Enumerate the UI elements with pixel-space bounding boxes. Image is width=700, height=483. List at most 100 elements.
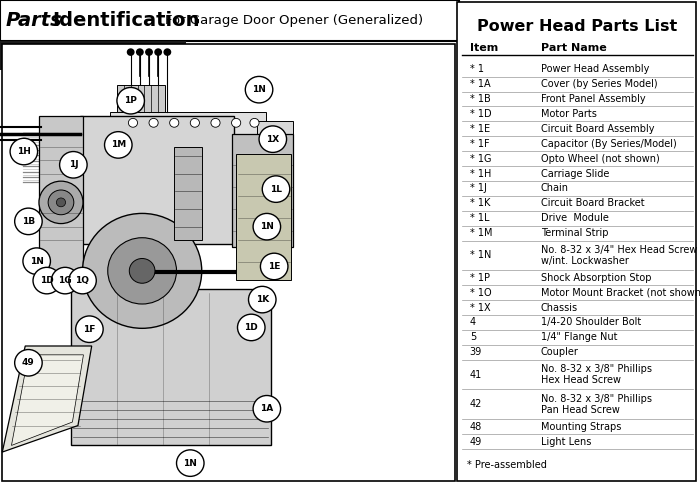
Circle shape xyxy=(169,118,178,127)
Polygon shape xyxy=(2,346,92,452)
Text: * 1O: * 1O xyxy=(470,288,491,298)
Circle shape xyxy=(69,267,97,294)
Text: * 1A: * 1A xyxy=(470,79,490,89)
Text: 1M: 1M xyxy=(111,141,126,149)
Polygon shape xyxy=(71,288,270,445)
Text: 1N: 1N xyxy=(252,85,266,94)
Text: 5: 5 xyxy=(470,332,476,342)
Text: 1N: 1N xyxy=(29,256,43,266)
Text: * 1N: * 1N xyxy=(470,250,491,260)
Text: 39: 39 xyxy=(470,347,482,357)
Text: 1Q: 1Q xyxy=(76,276,90,285)
Circle shape xyxy=(211,118,220,127)
Text: 1G: 1G xyxy=(58,276,72,285)
Circle shape xyxy=(262,176,290,202)
Text: Terminal Strip: Terminal Strip xyxy=(540,228,608,238)
Text: 1B: 1B xyxy=(22,217,35,226)
Text: Power Head: Power Head xyxy=(13,48,116,63)
Circle shape xyxy=(237,314,265,341)
Circle shape xyxy=(136,49,143,55)
Circle shape xyxy=(117,87,144,114)
Text: For Garage Door Opener (Generalized): For Garage Door Opener (Generalized) xyxy=(165,14,424,27)
Circle shape xyxy=(104,132,132,158)
Text: Parts: Parts xyxy=(6,11,62,30)
Text: Item: Item xyxy=(470,43,498,53)
Text: Capacitor (By Series/Model): Capacitor (By Series/Model) xyxy=(540,139,676,149)
Circle shape xyxy=(23,248,50,274)
Text: Coupler: Coupler xyxy=(540,347,579,357)
Text: 4: 4 xyxy=(470,317,476,327)
Circle shape xyxy=(155,49,162,55)
FancyBboxPatch shape xyxy=(0,0,458,41)
Text: Front Panel Assembly: Front Panel Assembly xyxy=(540,94,645,104)
FancyBboxPatch shape xyxy=(458,2,696,481)
Circle shape xyxy=(248,286,276,313)
Circle shape xyxy=(127,49,134,55)
Text: * 1G: * 1G xyxy=(470,154,491,164)
Circle shape xyxy=(259,126,286,153)
Text: 1H: 1H xyxy=(17,147,31,156)
Text: * 1F: * 1F xyxy=(470,139,489,149)
Text: 1J: 1J xyxy=(69,160,78,170)
Text: 1D: 1D xyxy=(244,323,258,332)
Text: 1N: 1N xyxy=(260,222,274,231)
Text: * 1H: * 1H xyxy=(470,169,491,179)
Circle shape xyxy=(253,213,281,240)
Text: Mounting Straps: Mounting Straps xyxy=(540,422,621,432)
Text: Power Head Parts List: Power Head Parts List xyxy=(477,19,678,34)
Text: 41: 41 xyxy=(470,369,482,380)
Text: Circuit Board Bracket: Circuit Board Bracket xyxy=(540,199,645,208)
Polygon shape xyxy=(232,134,293,246)
Circle shape xyxy=(146,49,152,55)
Text: 48: 48 xyxy=(470,422,482,432)
Text: * 1J: * 1J xyxy=(470,184,486,193)
Text: 1E: 1E xyxy=(268,262,281,271)
FancyBboxPatch shape xyxy=(0,41,186,70)
Circle shape xyxy=(108,238,176,304)
Polygon shape xyxy=(117,85,165,112)
Text: Motor Parts: Motor Parts xyxy=(540,109,596,119)
Text: Motor Mount Bracket (not shown): Motor Mount Bracket (not shown) xyxy=(540,288,700,298)
Text: Circuit Board Assembly: Circuit Board Assembly xyxy=(540,124,654,134)
Text: 1A: 1A xyxy=(260,404,274,413)
Text: * 1D: * 1D xyxy=(470,109,491,119)
Circle shape xyxy=(232,118,241,127)
Circle shape xyxy=(176,450,204,476)
Text: Chain: Chain xyxy=(540,184,568,193)
Polygon shape xyxy=(257,121,293,134)
Circle shape xyxy=(260,253,288,280)
Text: No. 8-32 x 3/4" Hex Head Screw
w/int. Lockwasher: No. 8-32 x 3/4" Hex Head Screw w/int. Lo… xyxy=(540,244,697,266)
Text: 1/4" Flange Nut: 1/4" Flange Nut xyxy=(540,332,617,342)
Circle shape xyxy=(76,316,103,342)
Text: 1F: 1F xyxy=(83,325,96,334)
Text: 1N: 1N xyxy=(183,459,197,468)
Text: No. 8-32 x 3/8" Phillips
Hex Head Screw: No. 8-32 x 3/8" Phillips Hex Head Screw xyxy=(540,364,652,385)
FancyBboxPatch shape xyxy=(2,44,455,481)
Polygon shape xyxy=(174,147,202,240)
Text: * Pre-assembled: * Pre-assembled xyxy=(468,460,547,469)
Polygon shape xyxy=(11,355,83,445)
Polygon shape xyxy=(39,116,83,288)
Circle shape xyxy=(130,258,155,283)
Text: 1K: 1K xyxy=(256,295,269,304)
Text: Power Head Assembly: Power Head Assembly xyxy=(540,64,649,74)
Text: 1P: 1P xyxy=(124,96,137,105)
Circle shape xyxy=(149,118,158,127)
Polygon shape xyxy=(80,116,234,244)
Text: 1L: 1L xyxy=(270,185,282,194)
Circle shape xyxy=(83,213,202,328)
Text: Drive  Module: Drive Module xyxy=(540,213,608,223)
Text: Carriage Slide: Carriage Slide xyxy=(540,169,609,179)
Text: Chassis: Chassis xyxy=(540,302,578,313)
Circle shape xyxy=(39,181,83,224)
Circle shape xyxy=(128,118,137,127)
Text: 1X: 1X xyxy=(266,135,279,143)
Text: * 1K: * 1K xyxy=(470,199,490,208)
Polygon shape xyxy=(236,154,291,280)
Text: 49: 49 xyxy=(470,437,482,447)
Text: 49: 49 xyxy=(22,358,35,367)
Text: * 1M: * 1M xyxy=(470,228,492,238)
Text: * 1E: * 1E xyxy=(470,124,490,134)
Circle shape xyxy=(190,118,199,127)
Text: No. 8-32 x 3/8" Phillips
Pan Head Screw: No. 8-32 x 3/8" Phillips Pan Head Screw xyxy=(540,394,652,415)
